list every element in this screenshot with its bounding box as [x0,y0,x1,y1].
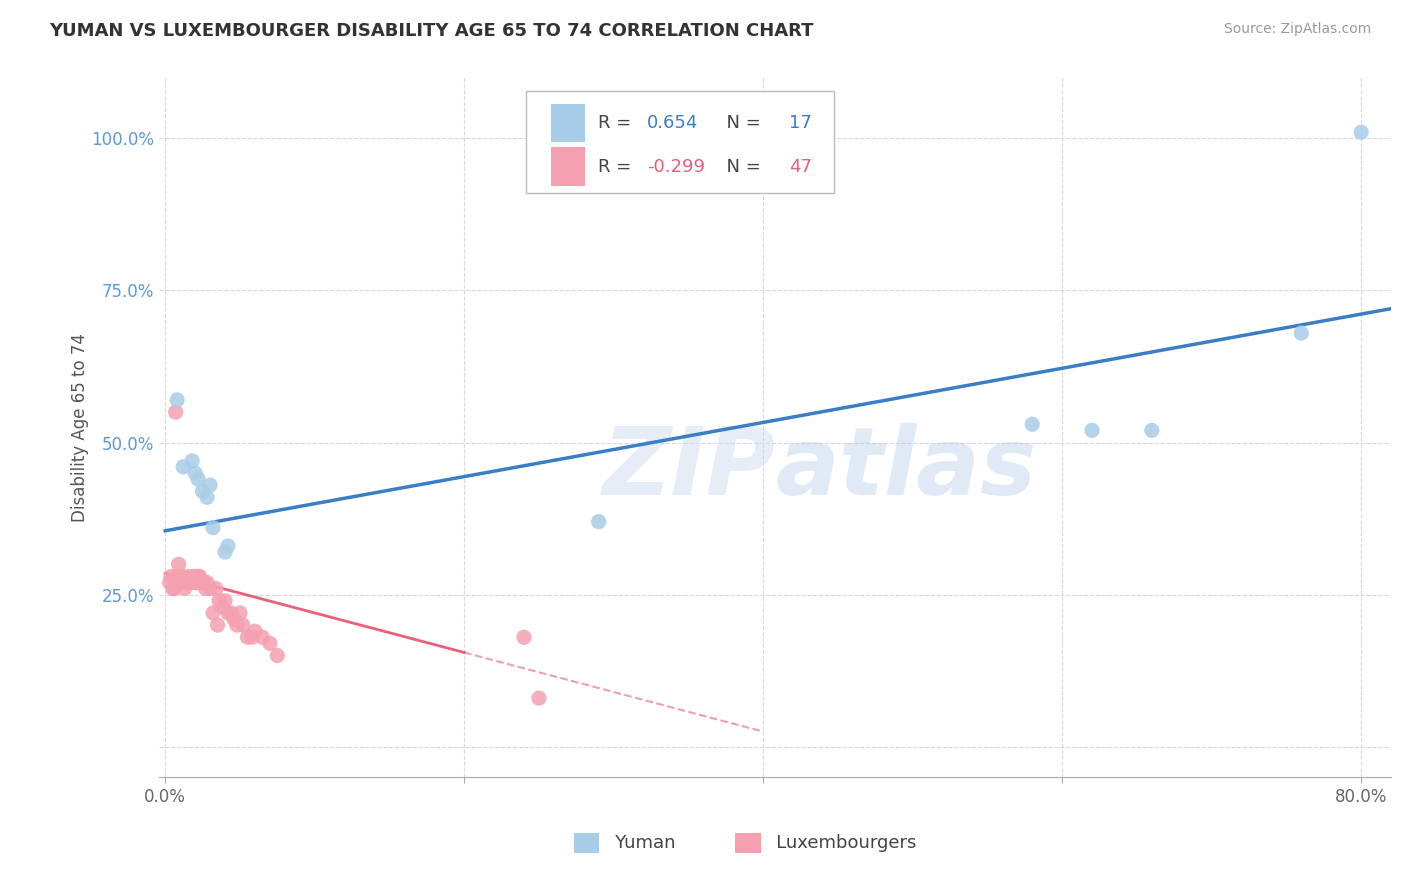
Point [180,575,202,590]
Point [167,558,190,572]
Point [259,636,281,650]
Point [162,582,184,596]
Text: ZIP: ZIP [602,424,775,516]
Text: atlas: atlas [775,424,1036,516]
Point [163,582,186,596]
Point [191,575,214,590]
Bar [551,103,585,142]
Point [166,392,188,407]
Point [219,606,242,620]
Point [184,466,207,480]
Point [194,582,217,596]
Point [205,582,228,596]
Text: 17: 17 [789,114,811,132]
Point [513,630,536,644]
Point [172,569,194,583]
Point [187,472,209,486]
Point [159,575,181,590]
Point [1350,125,1372,139]
Point [181,575,204,590]
Point [160,569,183,583]
Point [183,569,205,583]
Point [195,575,218,590]
Point [214,593,236,607]
Point [1291,326,1313,340]
Point [1021,417,1043,432]
Point [169,575,191,590]
Point [243,624,266,639]
Point [170,575,193,590]
Bar [551,147,585,186]
Text: R =: R = [598,158,637,176]
Text: -0.299: -0.299 [647,158,704,176]
Point [193,575,215,590]
Point [202,606,225,620]
FancyBboxPatch shape [526,92,834,193]
Point [229,606,252,620]
Point [188,569,211,583]
Point [166,569,188,583]
Point [222,612,245,626]
Point [190,575,212,590]
Text: Luxembourgers: Luxembourgers [759,834,917,852]
Point [172,459,194,474]
Text: R =: R = [598,114,637,132]
Point [1081,423,1104,437]
Y-axis label: Disability Age 65 to 74: Disability Age 65 to 74 [72,333,89,522]
Point [226,618,249,632]
Point [208,593,231,607]
Text: 0.654: 0.654 [647,114,699,132]
Point [176,575,198,590]
Point [173,582,195,596]
Point [527,691,550,706]
Text: Source: ZipAtlas.com: Source: ZipAtlas.com [1223,22,1371,37]
Point [191,484,214,499]
Point [211,599,233,614]
Point [198,478,221,492]
Point [214,545,236,559]
Point [165,405,187,419]
Point [186,575,208,590]
Point [207,618,229,632]
Text: YUMAN VS LUXEMBOURGER DISABILITY AGE 65 TO 74 CORRELATION CHART: YUMAN VS LUXEMBOURGER DISABILITY AGE 65 … [49,22,814,40]
Point [217,606,239,620]
Point [217,539,239,553]
Point [184,575,207,590]
Point [198,582,221,596]
Point [1140,423,1163,437]
Point [236,630,259,644]
Point [240,630,263,644]
Point [174,575,197,590]
Point [252,630,274,644]
Point [202,521,225,535]
Point [181,454,204,468]
Point [179,569,201,583]
Point [232,618,254,632]
Text: N =: N = [714,158,766,176]
Text: 47: 47 [789,158,811,176]
Point [588,515,610,529]
Text: Yuman: Yuman [598,834,675,852]
Point [195,491,218,505]
Point [266,648,288,663]
Text: N =: N = [714,114,766,132]
Point [187,569,209,583]
